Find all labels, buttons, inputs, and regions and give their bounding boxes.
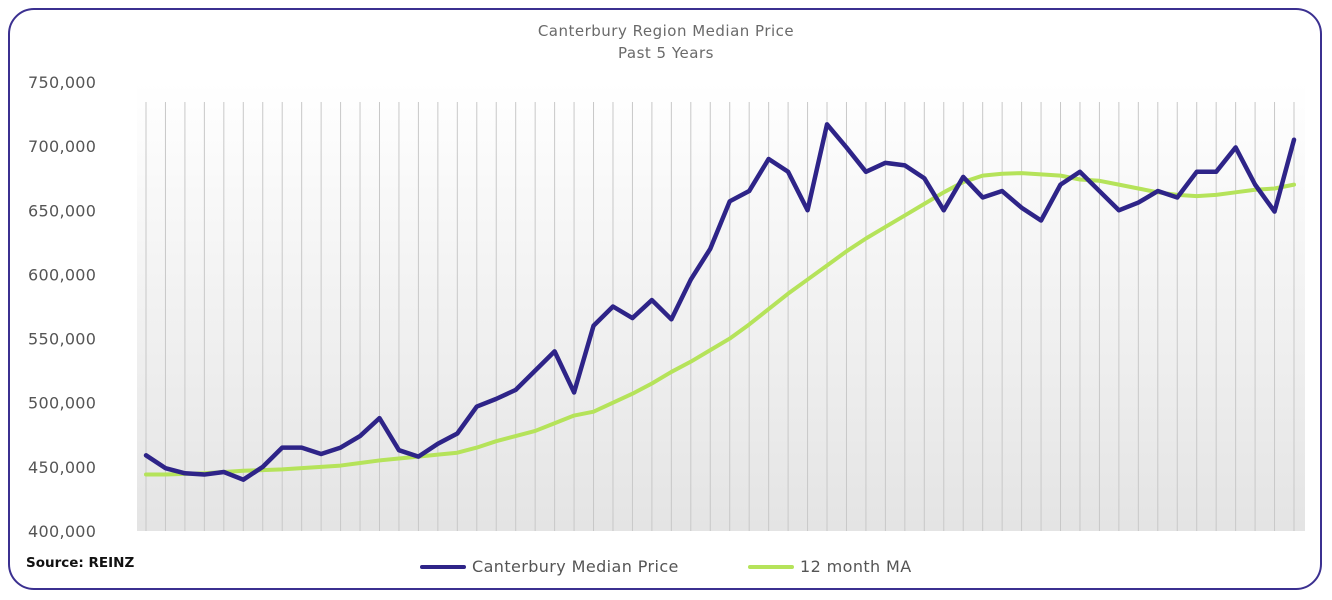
y-tick-label: 450,000 xyxy=(28,458,96,477)
y-tick-label: 650,000 xyxy=(28,201,96,220)
legend-label-ma: 12 month MA xyxy=(800,557,912,576)
y-tick-label: 550,000 xyxy=(28,330,96,349)
median-price-line xyxy=(143,122,1297,482)
y-tick-label: 750,000 xyxy=(28,73,96,92)
plot-area xyxy=(137,82,1305,531)
y-tick-label: 700,000 xyxy=(28,137,96,156)
y-tick-label: 600,000 xyxy=(28,265,96,284)
legend-item-ma: 12 month MA xyxy=(748,557,912,576)
y-axis-ticks: 400,000 450,000 500,000 550,000 600,000 650,0… xyxy=(28,73,96,541)
legend-label-median: Canterbury Median Price xyxy=(472,557,679,576)
legend-swatch-ma xyxy=(748,564,794,569)
y-tick-label: 500,000 xyxy=(28,394,96,413)
chart-subtitle: Past 5 Years xyxy=(618,44,714,62)
gridlines xyxy=(145,102,1295,531)
source-note: Source: REINZ xyxy=(26,555,135,571)
ma-line xyxy=(144,171,1296,477)
legend-item-median: Canterbury Median Price xyxy=(420,557,679,576)
chart-title: Canterbury Region Median Price xyxy=(538,22,794,40)
y-tick-label: 400,000 xyxy=(28,522,96,541)
legend-swatch-median xyxy=(420,564,466,569)
series-lines xyxy=(143,122,1297,482)
